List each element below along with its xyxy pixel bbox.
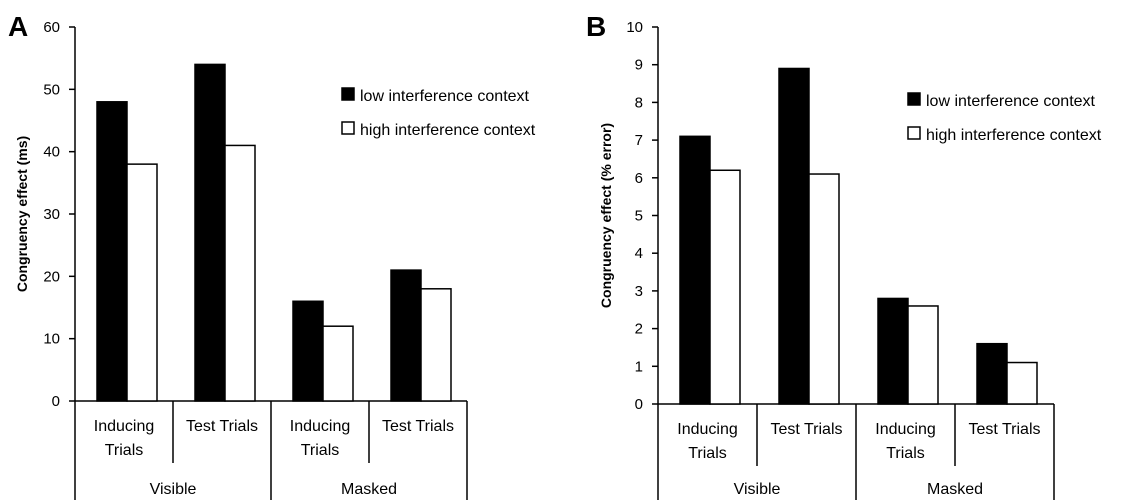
legend-swatch-low [342, 88, 354, 100]
bar-low-4 [977, 344, 1007, 404]
chart-panel-a: A 0 10 20 30 40 50 60 Congruency effect (ms) Indu… [8, 11, 536, 500]
bar-low-3 [293, 301, 323, 401]
y-tick-label: 4 [635, 245, 643, 262]
bar-low-4 [391, 270, 421, 401]
y-tick-label: 10 [626, 19, 643, 36]
panel-label: B [586, 11, 606, 42]
y-axis-label: Congruency effect (ms) [14, 136, 30, 292]
x-category-label: Trials [688, 445, 727, 462]
x-category-label: Test Trials [770, 421, 842, 438]
y-tick-label: 0 [52, 393, 60, 410]
chart-panel-b: B 0 1 2 3 4 5 6 7 8 9 10 Congruency effect (% error)… [586, 11, 1102, 500]
legend-swatch-high [342, 122, 354, 134]
y-tick-label: 6 [635, 170, 643, 187]
y-tick-label: 40 [43, 144, 60, 161]
bar-high-4 [421, 289, 451, 401]
bar-high-3 [323, 326, 353, 401]
legend-label: high interference context [926, 127, 1102, 144]
y-tick-label: 1 [635, 358, 643, 375]
bar-high-2 [809, 174, 839, 404]
x-group-label: Visible [150, 481, 197, 498]
x-category-label: Inducing [875, 421, 936, 438]
y-tick-label: 0 [635, 396, 643, 413]
y-tick-label: 2 [635, 321, 643, 338]
bar-low-2 [779, 68, 809, 404]
bar-low-1 [97, 102, 127, 401]
panel-label: A [8, 11, 28, 42]
x-category-label: Inducing [94, 418, 155, 435]
bar-high-4 [1007, 363, 1037, 404]
x-group-label: Masked [341, 481, 397, 498]
legend-label: low interference context [360, 88, 530, 105]
x-category-label: Inducing [290, 418, 351, 435]
bar-low-3 [878, 298, 908, 404]
x-category-label: Trials [105, 442, 144, 459]
legend: low interference context high interferenc… [908, 93, 1102, 144]
y-tick-label: 60 [43, 19, 60, 36]
bar-high-1 [127, 164, 157, 401]
y-tick-label: 10 [43, 331, 60, 348]
legend-swatch-high [908, 127, 920, 139]
legend-label: low interference context [926, 93, 1096, 110]
y-tick-label: 50 [43, 81, 60, 98]
y-tick-label: 20 [43, 268, 60, 285]
y-tick-label: 8 [635, 94, 643, 111]
bar-low-1 [680, 136, 710, 404]
x-category-label: Inducing [677, 421, 738, 438]
bar-high-1 [710, 170, 740, 404]
x-category-label: Trials [886, 445, 925, 462]
bar-high-3 [908, 306, 938, 404]
bar-high-2 [225, 145, 255, 401]
y-tick-label: 9 [635, 57, 643, 74]
bar-low-2 [195, 64, 225, 401]
y-tick-label: 30 [43, 206, 60, 223]
x-category-label: Test Trials [968, 421, 1040, 438]
x-group-label: Masked [927, 481, 983, 498]
x-category-label: Trials [301, 442, 340, 459]
legend-swatch-low [908, 93, 920, 105]
x-category-label: Test Trials [382, 418, 454, 435]
y-axis-label: Congruency effect (% error) [598, 123, 614, 308]
legend-label: high interference context [360, 122, 536, 139]
x-category-label: Test Trials [186, 418, 258, 435]
x-group-label: Visible [734, 481, 781, 498]
y-tick-label: 5 [635, 208, 643, 225]
legend: low interference context high interferenc… [342, 88, 536, 139]
y-tick-label: 7 [635, 132, 643, 149]
y-tick-label: 3 [635, 283, 643, 300]
